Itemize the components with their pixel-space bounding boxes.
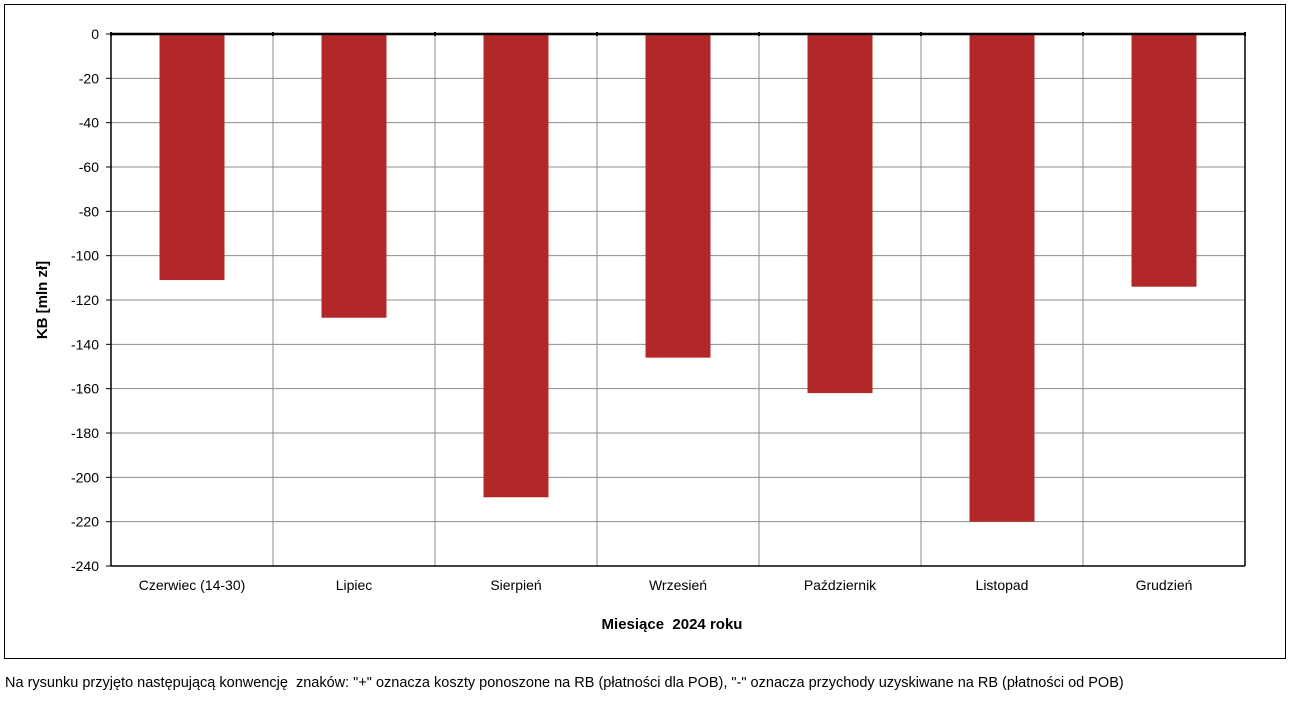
y-tick-label: -120 (71, 292, 99, 308)
bar (483, 34, 549, 498)
x-tick-label: Lipiec (336, 577, 373, 593)
y-tick-label: -220 (71, 514, 99, 530)
chart-frame: 0 -20 -40 -60 -80 -100 -120 -140 -160 -180 -200 -22… (4, 4, 1286, 659)
bar (969, 34, 1035, 522)
bars (159, 34, 1197, 522)
y-tick-label: -80 (79, 203, 99, 219)
y-tick-label: -200 (71, 469, 99, 485)
y-tick-label: -60 (79, 159, 99, 175)
bar (645, 34, 711, 358)
bar (807, 34, 873, 394)
y-tick-label: -40 (79, 115, 99, 131)
x-tick-label: Wrzesień (649, 577, 707, 593)
x-tick-label: Październik (804, 577, 877, 593)
y-tick-labels: 0 -20 -40 -60 -80 -100 -120 -140 -160 -180 -200 -22… (71, 26, 99, 574)
x-axis-label: Miesiące 2024 roku (602, 616, 743, 633)
y-tick-label: -240 (71, 558, 99, 574)
x-tick-label: Listopad (976, 577, 1029, 593)
y-tick-label: -100 (71, 248, 99, 264)
axes (106, 32, 1246, 567)
y-tick-label: -160 (71, 381, 99, 397)
y-tick-label: -180 (71, 425, 99, 441)
x-tick-label: Sierpień (490, 577, 541, 593)
x-tick-labels: Czerwiec (14-30) Lipiec Sierpień Wrzesień Pa… (139, 577, 1193, 593)
y-axis-label: KB [mln zł] (34, 261, 51, 339)
x-tick-label: Czerwiec (14-30) (139, 577, 246, 593)
y-tick-label: 0 (91, 26, 99, 42)
footnote: Na rysunku przyjęto następującą konwencj… (5, 675, 1124, 691)
bar (1131, 34, 1197, 287)
bar (159, 34, 225, 281)
bar-chart: 0 -20 -40 -60 -80 -100 -120 -140 -160 -180 -200 -22… (34, 26, 1246, 633)
y-tick-label: -140 (71, 336, 99, 352)
y-tick-label: -20 (79, 70, 99, 86)
bar (321, 34, 387, 318)
x-tick-label: Grudzień (1136, 577, 1193, 593)
